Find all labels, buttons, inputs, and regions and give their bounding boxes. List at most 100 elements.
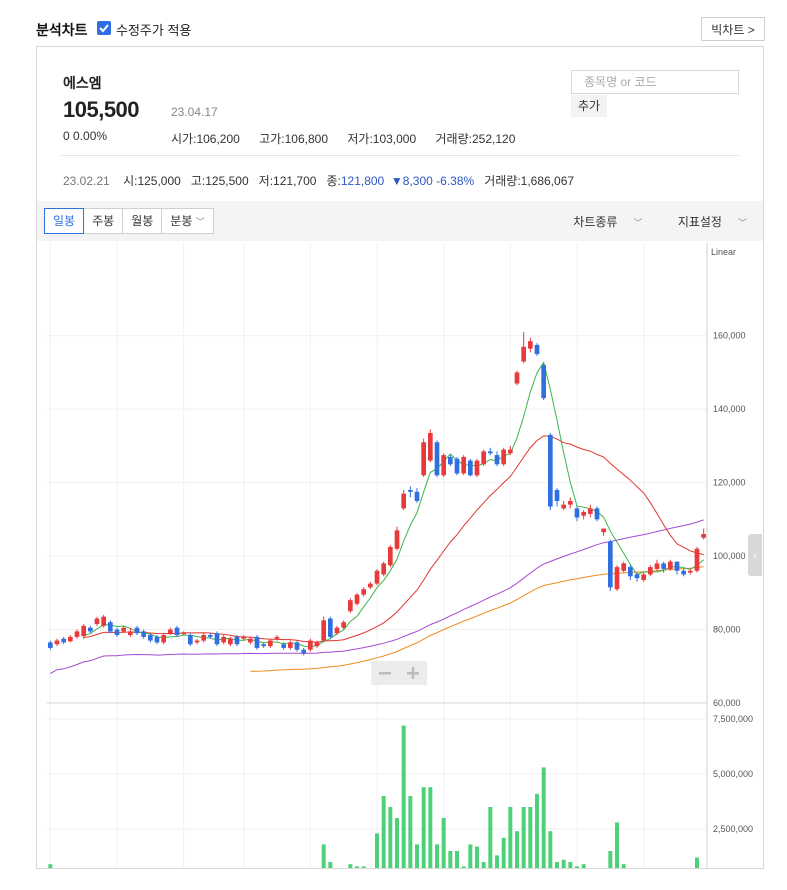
candle-body — [81, 625, 86, 637]
chart-type-dropdown[interactable]: 차트종류 ﹀ — [557, 215, 642, 229]
volume-label: 거래량 — [435, 132, 469, 146]
open-value: 106,200 — [196, 132, 240, 146]
y-tick-label: 160,000 — [713, 331, 746, 341]
volume-bar — [441, 818, 446, 868]
volume-value: 252,120 — [471, 132, 516, 146]
candle-body — [454, 458, 460, 474]
big-chart-button[interactable]: 빅차트 > — [701, 17, 765, 41]
y-tick-label: 60,000 — [713, 698, 741, 708]
hover-open: 125,000 — [137, 174, 181, 188]
tab-daily[interactable]: 일봉 — [44, 208, 85, 234]
ma5-line — [83, 361, 705, 648]
volume-bar — [555, 862, 559, 868]
chevron-down-icon: ﹀ — [633, 218, 643, 228]
tab-weekly[interactable]: 주봉 — [83, 208, 124, 234]
hover-high: 125,500 — [205, 174, 249, 188]
volume-bar — [395, 818, 399, 868]
price-stats: 시가:106,200 고가:106,800 저가:103,000 거래량:252… — [171, 130, 531, 147]
candle-body — [128, 631, 133, 636]
chart-panel: 에스엠 105,500 23.04.17 0 0.00% 시가:106,200 … — [36, 46, 764, 869]
candle-body — [148, 635, 153, 641]
candle-body — [54, 640, 60, 645]
volume-bar — [381, 796, 386, 868]
candle-body — [94, 618, 100, 625]
volume-bar — [568, 862, 573, 868]
volume-bar — [468, 844, 473, 868]
high-label: 고가 — [259, 132, 282, 146]
volume-bar — [48, 864, 53, 868]
adjusted-price-label[interactable]: 수정주가 적용 — [116, 23, 192, 38]
indicator-settings-label: 지표설정 — [677, 215, 722, 229]
y-tick-label: 80,000 — [713, 625, 741, 635]
candle-body — [514, 372, 520, 384]
open-stat: 시가:106,200 — [171, 132, 240, 146]
volume-bar — [535, 793, 539, 868]
volume-bar — [528, 807, 533, 868]
candle-body — [414, 491, 420, 501]
candle-body — [501, 449, 506, 465]
candle-body — [621, 563, 626, 571]
top-bar: 분석차트 수정주가 적용 빅차트 > — [36, 17, 765, 41]
adjusted-price-checkbox[interactable] — [97, 21, 111, 35]
chevron-down-icon: ﹀ — [737, 218, 747, 228]
indicator-settings-dropdown[interactable]: 지표설정 ﹀ — [662, 215, 747, 229]
zoom-in-icon-vertical — [411, 667, 415, 679]
volume-bar — [348, 864, 353, 868]
candle-body — [314, 642, 320, 647]
candle-body — [248, 638, 253, 643]
candle-body — [354, 594, 360, 604]
candle-body — [574, 508, 580, 518]
page-title: 분석차트 — [36, 22, 88, 38]
candle-body — [528, 341, 533, 349]
hover-low: 121,700 — [273, 174, 317, 188]
current-price: 105,500 — [63, 97, 140, 122]
candle-body — [154, 636, 160, 643]
candle-body — [368, 583, 373, 588]
low-label: 저가 — [347, 132, 370, 146]
side-panel-toggle[interactable]: ‹ — [748, 534, 762, 576]
candle-body — [641, 574, 646, 580]
volume-bar — [575, 866, 579, 868]
candle-body — [361, 589, 366, 595]
add-stock-button[interactable]: 추가 — [571, 95, 607, 117]
candle-body — [254, 636, 260, 648]
candle-body — [408, 489, 413, 492]
candle-body — [508, 449, 513, 454]
candle-body — [88, 627, 93, 632]
candle-body — [534, 344, 540, 355]
candle-body — [494, 455, 500, 465]
hover-volume-label: 거래량 — [484, 174, 518, 188]
volume-bar — [328, 862, 333, 868]
tab-minute[interactable]: 분봉 ﹀ — [161, 208, 214, 234]
y-tick-label: 140,000 — [713, 404, 746, 414]
candle-body — [668, 561, 673, 569]
hover-date: 23.02.21 — [63, 174, 110, 188]
candle-body — [301, 649, 306, 654]
stock-search-input[interactable]: 종목명 or 코드 — [571, 70, 739, 94]
hover-high-label: 고 — [190, 174, 202, 188]
candle-body — [181, 633, 186, 635]
candle-body — [74, 631, 80, 637]
candle-body — [61, 638, 66, 643]
chart-toolbar: 일봉 주봉 월봉 분봉 ﹀ 차트종류 ﹀ 지표설정 ﹀ — [37, 201, 763, 241]
stock-chart[interactable]: 160,000 140,000 120,000 100,000 80,000 60,000… — [37, 243, 763, 868]
candle-body — [108, 622, 113, 632]
volume-bar — [521, 807, 526, 868]
candle-body — [168, 629, 173, 634]
volume-bar — [501, 837, 506, 868]
candle-body — [388, 546, 393, 566]
volume-bar — [321, 844, 326, 868]
candle-body — [468, 460, 473, 476]
candle-body — [561, 504, 566, 509]
volume-bar — [608, 851, 613, 868]
tab-monthly[interactable]: 월봉 — [122, 208, 163, 234]
low-stat: 저가:103,000 — [347, 132, 417, 146]
candle-body — [681, 570, 686, 575]
candle-body — [334, 627, 340, 634]
zoom-control — [371, 661, 427, 685]
candle-body — [214, 633, 220, 645]
volume-bar — [515, 831, 519, 868]
volume-bar — [361, 866, 366, 868]
hover-volume: 1,686,067 — [520, 174, 575, 188]
ma60-line — [50, 519, 704, 675]
